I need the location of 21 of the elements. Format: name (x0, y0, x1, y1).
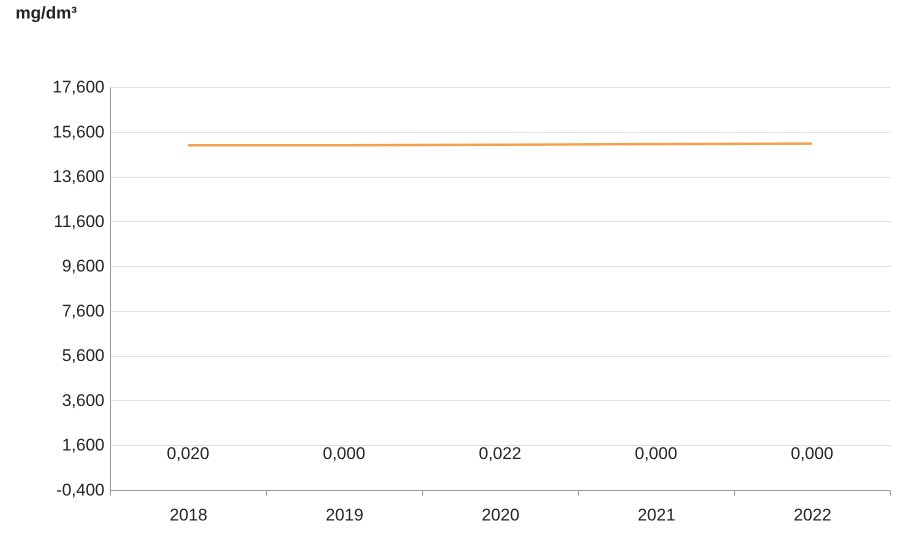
annotation: 0,022 (478, 444, 522, 463)
y-tick-label: 13,600 (52, 167, 104, 186)
x-tick-label: 2021 (638, 506, 676, 524)
y-tick-label: 17,600 (52, 78, 104, 96)
y-tick-label: 9,600 (62, 256, 104, 276)
y-tick-label: 1,600 (62, 436, 104, 455)
annotation: 0,000 (790, 444, 834, 463)
annotation: 0,000 (634, 444, 678, 463)
y-tick-label: 11,600 (54, 212, 104, 231)
y-tick-label: -0,400 (56, 480, 104, 500)
x-tick-label: 2020 (482, 506, 520, 524)
annotation: 0,020 (166, 444, 210, 463)
annotation: 0,000 (322, 444, 366, 463)
y-tick-label: 3,600 (62, 390, 104, 410)
y-tick-label: 15,600 (52, 122, 104, 142)
y-axis-title: mg/dm³ (16, 4, 78, 22)
y-tick-label: 7,600 (62, 301, 104, 320)
x-tick-label: 2019 (326, 506, 364, 524)
y-tick-label: 5,600 (62, 346, 104, 366)
x-tick-label: 2018 (170, 506, 208, 524)
x-tick-label: 2022 (794, 506, 832, 524)
